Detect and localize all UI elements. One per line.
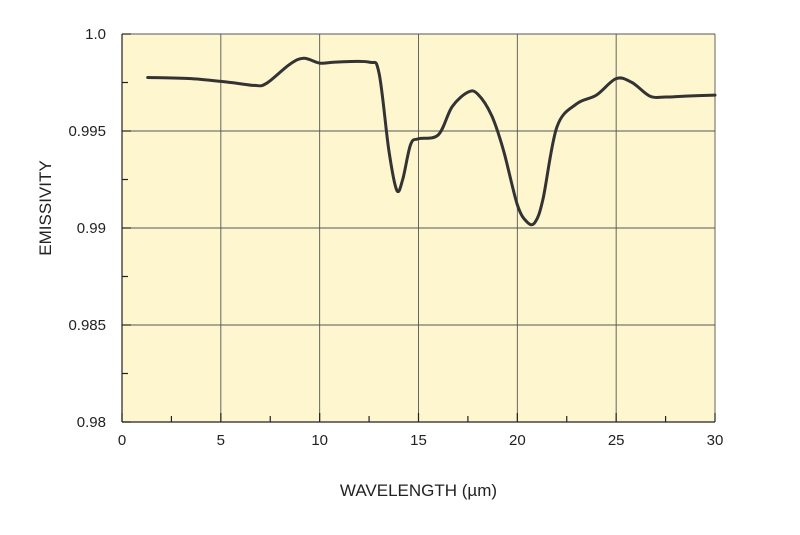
x-tick-label: 10	[311, 432, 328, 449]
y-tick-label: 0.99	[77, 220, 106, 237]
tick-marks	[121, 33, 716, 423]
x-tick-label: 15	[410, 432, 427, 449]
x-tick-label: 20	[509, 432, 526, 449]
series-layer	[146, 56, 717, 227]
tick-labels: 0 5 10 15 20 25 30 0.98 0.985 0.99 0.995 1.0	[68, 26, 723, 449]
y-tick-label: 1.0	[85, 26, 106, 43]
x-tick-label: 5	[217, 432, 225, 449]
x-tick-label: 25	[608, 432, 625, 449]
y-tick-label: 0.985	[68, 317, 106, 334]
x-tick-label: 30	[707, 432, 724, 449]
emissivity-series-line	[146, 56, 717, 227]
grid-lines	[122, 33, 716, 422]
x-tick-label: 0	[118, 432, 126, 449]
y-tick-label: 0.995	[68, 123, 106, 140]
x-axis-title: WAVELENGTH (µm)	[340, 481, 497, 500]
y-axis-title: EMISSIVITY	[36, 160, 55, 255]
y-tick-label: 0.98	[77, 414, 106, 431]
